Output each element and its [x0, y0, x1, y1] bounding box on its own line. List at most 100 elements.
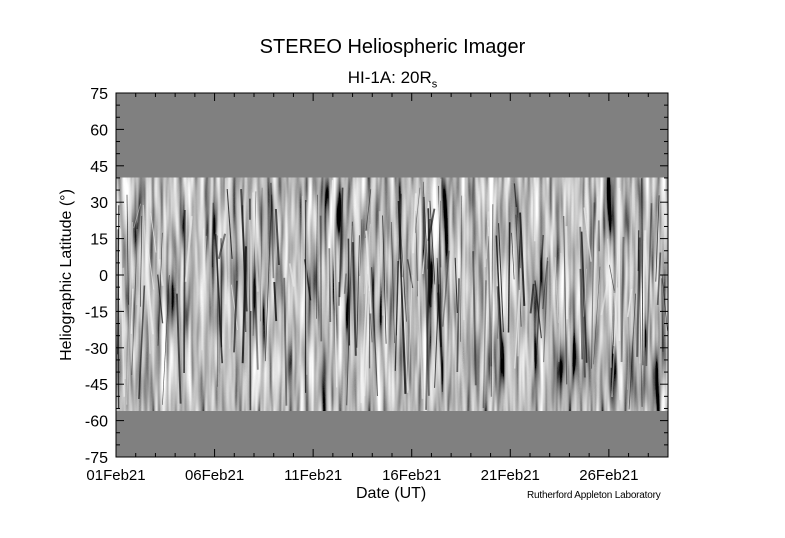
data-streak	[223, 210, 230, 349]
data-streak	[248, 219, 253, 312]
data-streak	[482, 280, 487, 409]
data-streak	[579, 226, 586, 378]
x-tick-label: 26Feb21	[579, 467, 638, 484]
data-streak	[611, 287, 619, 398]
data-streak	[382, 215, 387, 344]
data-streak	[600, 279, 610, 316]
data-streak	[583, 268, 588, 317]
data-streak	[122, 267, 127, 380]
data-streak	[226, 188, 233, 259]
data-streak	[183, 209, 186, 374]
data-streak	[637, 230, 640, 272]
data-streak	[157, 232, 163, 346]
data-streak	[150, 213, 157, 253]
data-streak	[513, 289, 521, 369]
x-tick-label: 16Feb21	[382, 467, 441, 484]
data-streak	[138, 285, 146, 400]
y-tick-label: -45	[85, 377, 108, 394]
data-streak	[252, 191, 257, 336]
data-streak	[319, 215, 323, 342]
data-streak	[607, 238, 614, 354]
data-streak	[590, 202, 595, 369]
data-streak	[407, 275, 413, 391]
data-streak	[351, 242, 357, 356]
data-streak	[579, 268, 584, 360]
data-streak	[365, 230, 372, 314]
data-streak	[157, 274, 164, 324]
data-streak	[273, 281, 278, 322]
data-streak	[288, 263, 295, 287]
data-streak	[241, 246, 247, 364]
data-streak	[230, 284, 238, 331]
data-streak	[260, 187, 263, 322]
data-streak	[442, 250, 450, 327]
y-tick-label: 15	[90, 232, 108, 249]
data-streak	[438, 185, 443, 392]
chart-title: STEREO Heliospheric Imager	[259, 36, 526, 58]
data-streak	[661, 278, 664, 352]
data-streak	[359, 219, 363, 277]
data-streak	[542, 257, 549, 310]
data-streak	[146, 274, 154, 335]
data-streak	[519, 212, 526, 306]
data-streaks	[116, 178, 668, 411]
data-streak	[436, 257, 443, 385]
data-streak	[252, 192, 259, 292]
data-streak	[609, 264, 615, 291]
data-streak	[184, 216, 193, 282]
data-streak	[593, 266, 601, 365]
data-streak	[656, 252, 662, 305]
data-streak	[217, 233, 227, 260]
data-streak	[140, 215, 143, 307]
data-streak	[638, 249, 643, 407]
x-tick-label: 11Feb21	[284, 467, 342, 484]
data-streak	[460, 195, 463, 342]
subtitle-subscript: s	[431, 78, 438, 91]
data-streak	[211, 202, 214, 268]
data-streak	[627, 288, 633, 318]
y-tick-label: 0	[99, 268, 108, 285]
data-streak	[364, 287, 370, 397]
data-streak	[401, 277, 409, 393]
data-streak	[328, 248, 332, 323]
data-streak	[456, 278, 460, 373]
x-tick-label: 06Feb21	[185, 467, 244, 484]
data-streak	[315, 194, 318, 319]
data-streak	[390, 221, 395, 344]
data-streak	[427, 208, 436, 241]
data-streak	[396, 213, 401, 336]
data-streak	[529, 283, 535, 314]
data-streak	[628, 293, 637, 410]
data-streak	[131, 222, 139, 376]
data-streak	[394, 260, 399, 371]
data-streak	[429, 200, 436, 285]
data-streak	[414, 187, 421, 234]
subtitle-main: HI-1A: 20R	[347, 68, 432, 87]
y-tick-label: -15	[85, 304, 108, 321]
data-streak	[641, 178, 644, 366]
data-streak	[535, 234, 544, 356]
data-streak	[486, 226, 490, 259]
data-streak	[346, 221, 353, 406]
data-streak	[592, 196, 599, 307]
data-streak	[543, 260, 549, 363]
data-streak	[472, 251, 477, 386]
data-streak	[338, 187, 344, 298]
data-streak	[399, 220, 407, 322]
data-streak	[422, 196, 430, 396]
data-streak	[162, 275, 170, 405]
axis-ticks	[115, 92, 669, 458]
data-streak	[613, 292, 622, 401]
x-tick-label: 01Feb21	[86, 467, 145, 484]
y-axis-label: Heliographic Latitude (°)	[58, 189, 75, 361]
data-streak	[427, 208, 432, 308]
data-streak	[580, 231, 588, 363]
data-streak	[126, 222, 134, 405]
data-streak	[507, 222, 511, 333]
data-streak	[130, 288, 134, 334]
data-streak	[636, 237, 641, 357]
data-streak	[378, 211, 384, 316]
data-streak	[240, 189, 248, 312]
data-streak	[487, 236, 493, 367]
